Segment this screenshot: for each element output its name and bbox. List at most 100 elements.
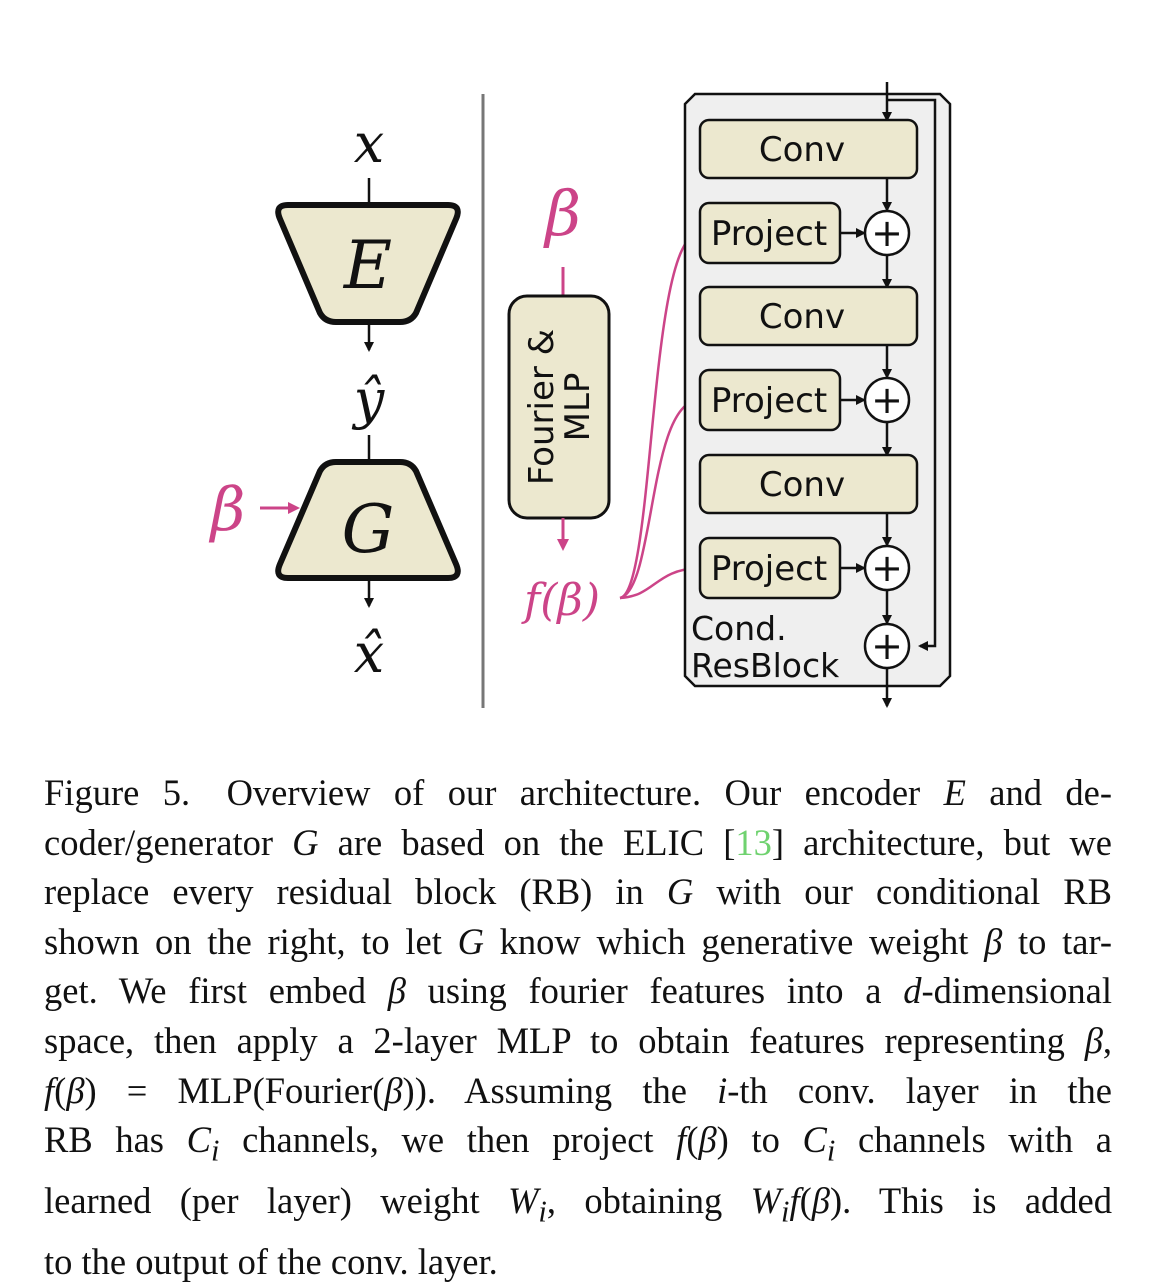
caption-line-9: learned (per layer) weight Wi, obtaining… <box>44 1176 1112 1237</box>
caption-math: β <box>1084 1019 1103 1061</box>
encoder-box <box>275 202 461 325</box>
architecture-diagram: x E ŷ G β x̂ β Fourier & MLP f(β) <box>209 82 952 708</box>
caption-math: d <box>903 970 922 1012</box>
add-symbol-3: + <box>871 546 903 590</box>
fourier-mlp-label-line2: MLP <box>558 373 598 442</box>
encoder-panel: x E ŷ G β x̂ <box>209 112 461 685</box>
caption-text: channels with a <box>835 1119 1113 1161</box>
project-label-1: Project <box>711 214 827 254</box>
caption-text: replace every residual block (RB) in <box>44 871 667 913</box>
resblock-label-line1: Cond. <box>691 609 787 648</box>
caption-math: β <box>384 1069 403 1111</box>
citation-link[interactable]: 13 <box>735 821 772 863</box>
cond-resblock: Conv Project + Conv Project + Conv Proje… <box>683 82 952 708</box>
conv-box-1 <box>698 118 919 180</box>
caption-line-2: coder/generator G are based on the ELIC … <box>44 818 1112 868</box>
input-x-label: x <box>354 112 384 175</box>
skip-connection-line <box>887 98 937 651</box>
conv-label-2: Conv <box>759 297 845 337</box>
caption-line-5: get. We first embed β using fourier feat… <box>44 966 1112 1016</box>
residual-add-symbol: + <box>871 624 903 668</box>
caption-line-10: to the output of the conv. layer. <box>44 1237 1112 1287</box>
caption-text: -th conv. layer in the <box>727 1069 1112 1111</box>
caption-math: i <box>210 1133 220 1168</box>
caption-math: β <box>387 970 406 1012</box>
beta-label-left: β <box>209 475 246 545</box>
caption-text: to tar- <box>1002 920 1113 962</box>
figure-caption: Figure 5. Overview of our architecture. … <box>44 768 1112 1287</box>
caption-text: )). Assuming the <box>402 1069 718 1111</box>
latent-y-hat-label: ŷ <box>352 368 386 431</box>
caption-text: ) = MLP(Fourier( <box>84 1069 385 1111</box>
caption-math: G <box>457 920 484 962</box>
caption-text: know which generative weight <box>483 920 985 962</box>
output-x-hat-label: x̂ <box>354 622 384 685</box>
caption-math: β <box>698 1119 717 1161</box>
beta-label-top: β <box>543 177 581 250</box>
caption-math: f <box>44 1069 55 1111</box>
conv-label-3: Conv <box>759 465 845 505</box>
caption-text: ( <box>54 1069 67 1111</box>
fourier-mlp-label-line1: Fourier & <box>522 329 562 485</box>
caption-line-6: space, then apply a 2-layer MLP to obtai… <box>44 1016 1112 1066</box>
caption-line-7: f(β) = MLP(Fourier(β)). Assuming the i-t… <box>44 1066 1112 1116</box>
generator-label: G <box>342 491 395 568</box>
caption-text: and de- <box>965 772 1112 813</box>
f-beta-to-project-2-arrow <box>619 394 701 600</box>
project-label-2: Project <box>711 381 827 421</box>
caption-text: ] architecture, but we <box>771 821 1113 863</box>
caption-text: channels, we then project <box>219 1119 677 1161</box>
caption-text: to the output of the conv. layer. <box>44 1240 498 1282</box>
caption-text: RB has <box>44 1119 187 1161</box>
f-beta-to-project-1-arrow <box>619 228 701 600</box>
caption-text: -dimensional <box>921 970 1113 1012</box>
caption-math: G <box>292 821 319 863</box>
caption-text: learned (per layer) weight <box>44 1180 509 1222</box>
caption-math: β <box>811 1180 830 1222</box>
caption-line-3: replace every residual block (RB) in G w… <box>44 867 1112 917</box>
conv-box-3 <box>698 453 919 515</box>
caption-math: W <box>508 1180 539 1222</box>
caption-text: Figure 5. Overview of our architecture. … <box>44 772 944 813</box>
f-beta-label: f(β) <box>521 575 600 626</box>
caption-text: shown on the right, to let <box>44 920 458 962</box>
add-symbol-1: + <box>871 211 903 255</box>
caption-math: i <box>780 1194 790 1229</box>
caption-line-1: Figure 5. Overview of our architecture. … <box>44 768 1112 818</box>
caption-text: using fourier features into a <box>405 970 904 1012</box>
caption-math: i <box>826 1133 836 1168</box>
caption-text: ) to <box>716 1119 803 1161</box>
caption-text: ). This is added <box>829 1180 1112 1222</box>
caption-math: G <box>666 871 694 913</box>
caption-math: C <box>186 1119 211 1161</box>
conv-box-2 <box>698 285 919 347</box>
caption-math: E <box>943 772 966 813</box>
resblock-label-line2: ResBlock <box>691 646 840 685</box>
conditioning-panel: β Fourier & MLP f(β) <box>507 177 701 626</box>
caption-math: f <box>789 1180 800 1222</box>
caption-text: ( <box>686 1119 699 1161</box>
caption-text: get. We first embed <box>44 970 388 1012</box>
caption-line-8: RB has Ci channels, we then project f(β)… <box>44 1115 1112 1176</box>
fourier-mlp-box <box>507 294 611 520</box>
caption-math: i <box>717 1069 728 1111</box>
caption-math: C <box>802 1119 827 1161</box>
project-label-3: Project <box>711 549 827 589</box>
add-symbol-2: + <box>871 378 903 422</box>
caption-line-4: shown on the right, to let G know which … <box>44 917 1112 967</box>
caption-math: i <box>538 1194 547 1229</box>
caption-math: β <box>984 920 1003 962</box>
caption-text: , obtaining <box>546 1180 751 1222</box>
caption-text: coder/generator <box>44 821 293 863</box>
caption-text: ( <box>799 1180 812 1222</box>
caption-text: , <box>1102 1019 1112 1061</box>
caption-math: β <box>66 1069 85 1111</box>
caption-math: W <box>750 1180 781 1222</box>
conv-label-1: Conv <box>759 130 845 170</box>
encoder-label: E <box>343 227 392 304</box>
generator-box <box>275 459 461 581</box>
caption-text: space, then apply a 2-layer MLP to obtai… <box>44 1019 1085 1061</box>
caption-text: are based on the ELIC [ <box>318 821 736 863</box>
caption-math: f <box>676 1119 687 1161</box>
caption-text: with our conditional RB <box>693 871 1113 913</box>
